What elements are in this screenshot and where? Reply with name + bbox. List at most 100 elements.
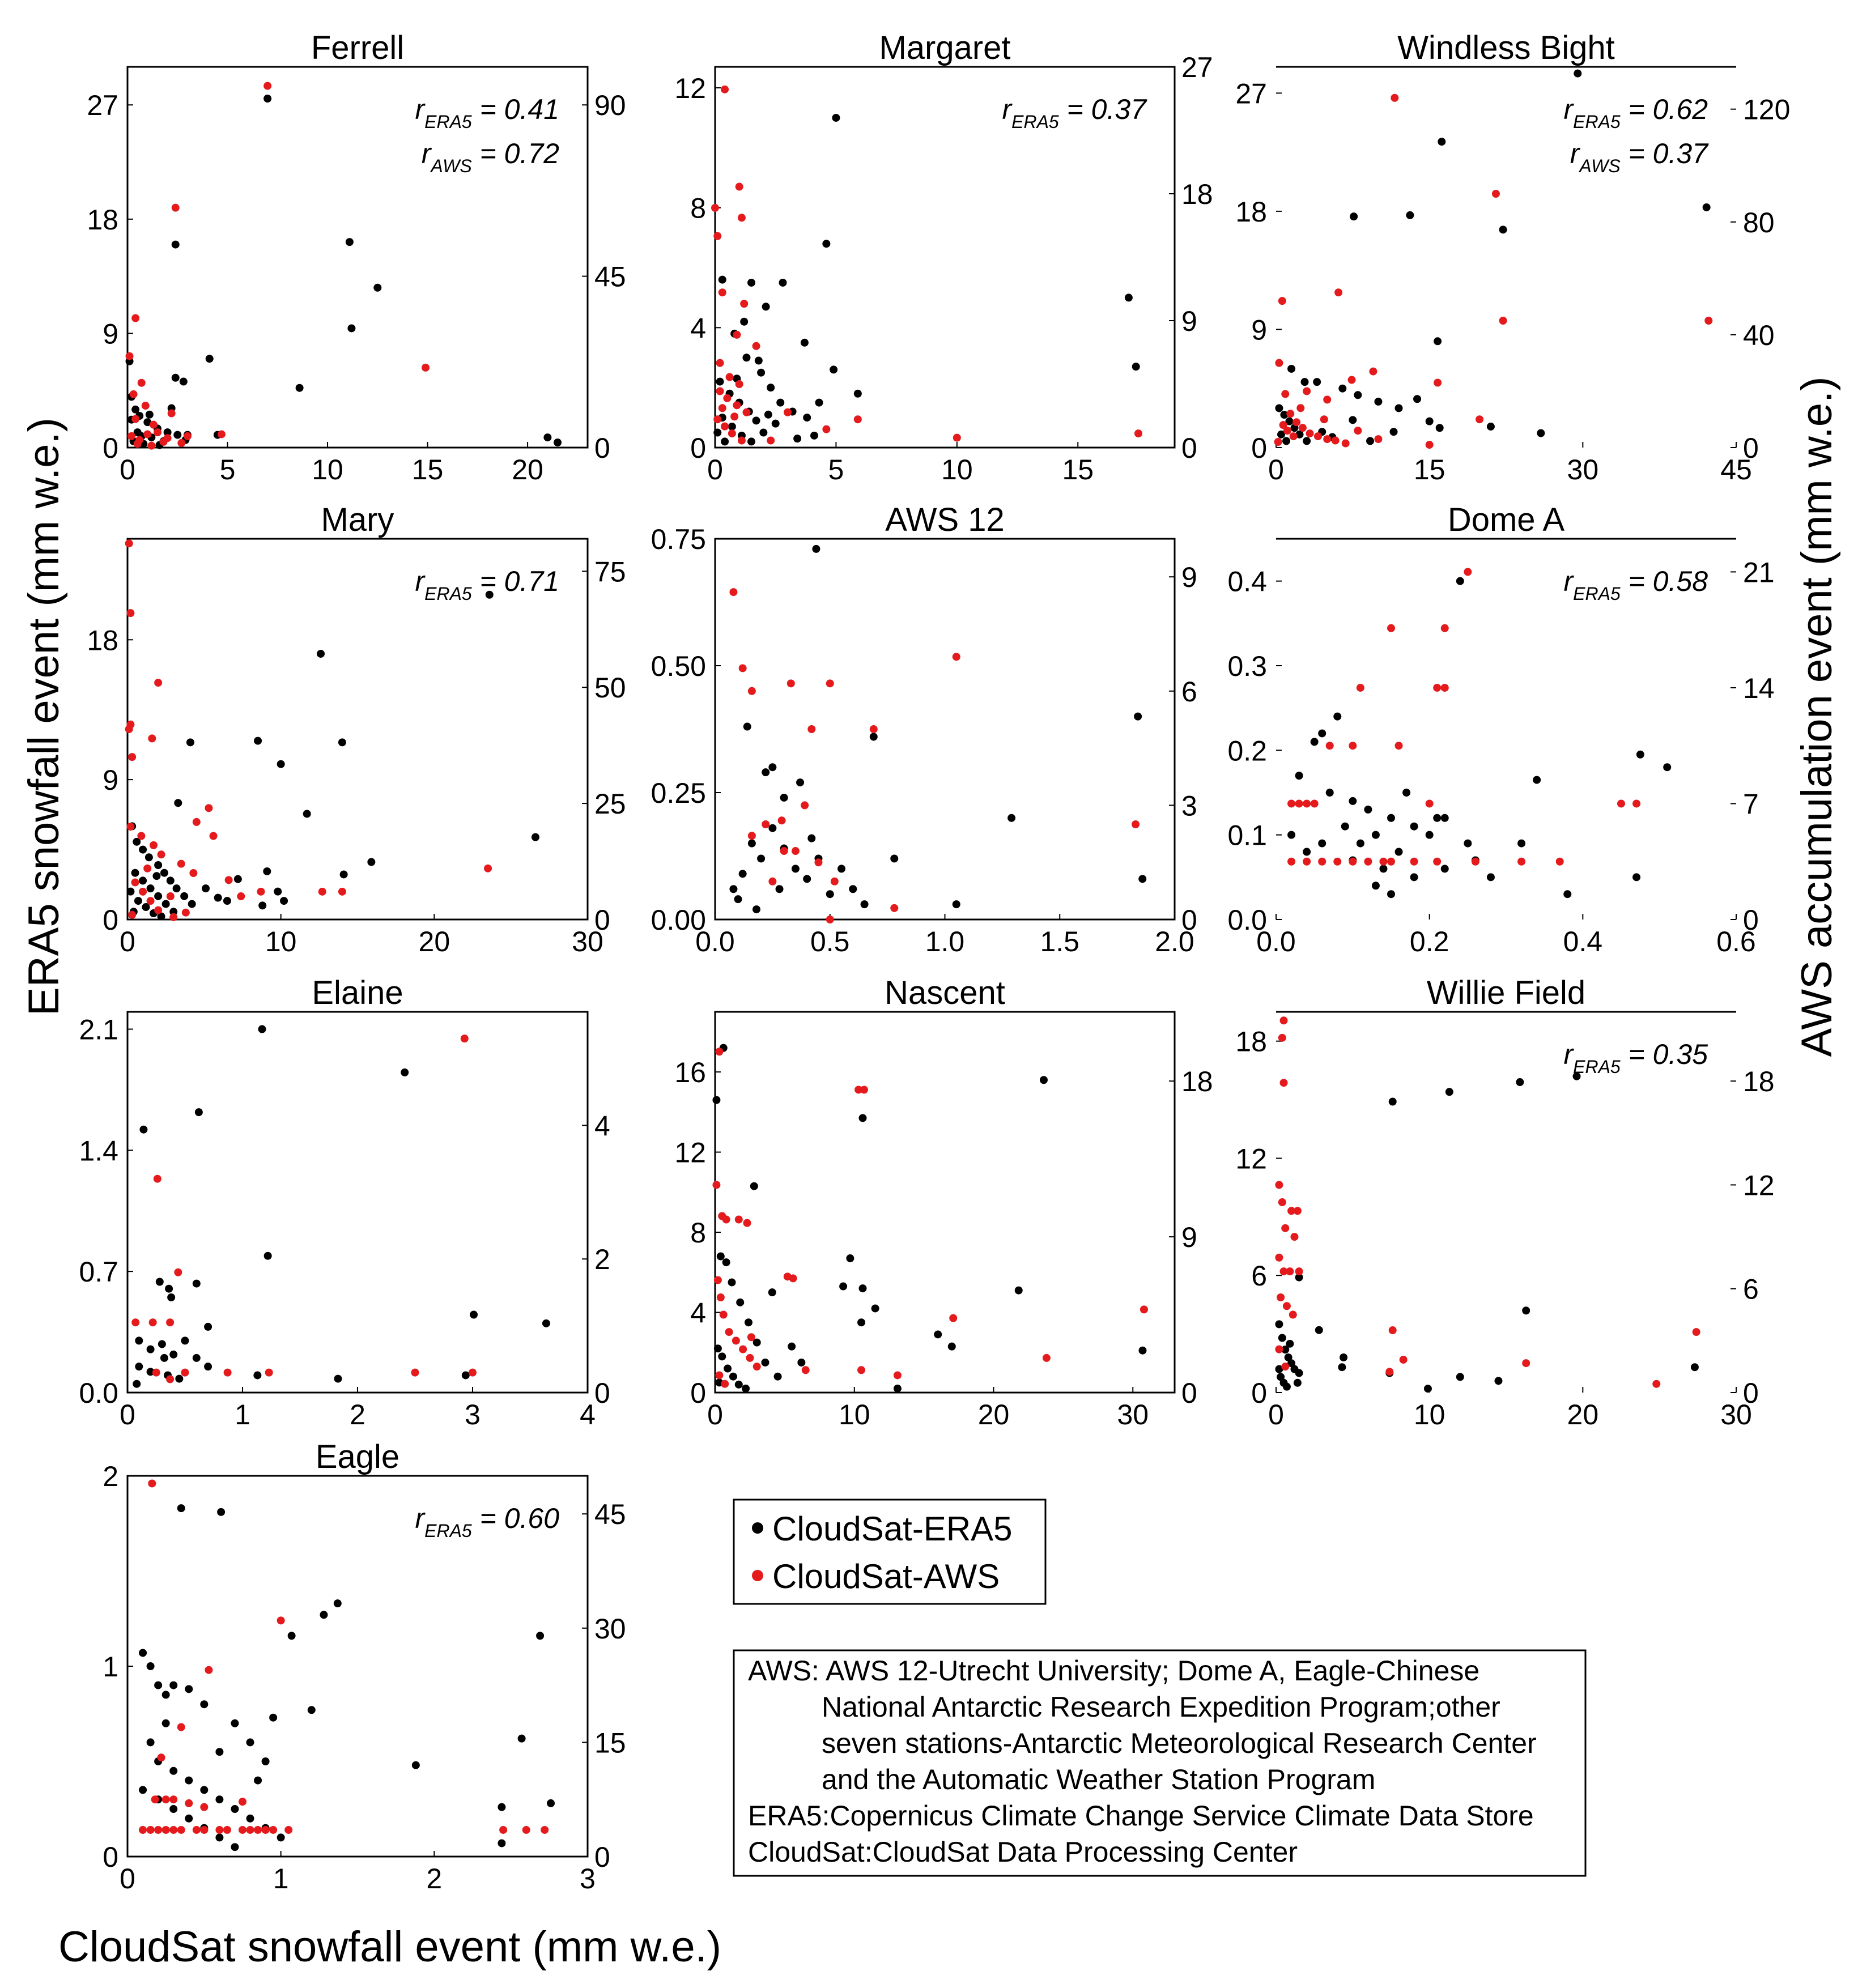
era5-point [947, 1342, 956, 1351]
era5-point [853, 389, 862, 398]
aws-point [857, 1366, 866, 1374]
aws-point [189, 869, 198, 878]
era5-point [204, 1363, 212, 1371]
aws-point [1555, 857, 1564, 866]
era5-point [142, 903, 150, 912]
aws-point [1517, 857, 1526, 866]
y-tick-label: 9 [1251, 314, 1267, 346]
era5-point [934, 1330, 942, 1339]
y2-axis-title: AWS accumulation event (mm w.e.) [1793, 377, 1841, 1057]
aws-point [1425, 799, 1434, 808]
x-tick-label: 0 [707, 1399, 723, 1431]
aws-point [209, 832, 218, 840]
aws-point [1434, 378, 1442, 387]
y-tick-label: 1.4 [79, 1135, 118, 1167]
x-tick-label: 2.0 [1155, 926, 1194, 957]
aws-point [1617, 799, 1625, 808]
era5-point [1364, 805, 1372, 814]
era5-point [757, 854, 766, 863]
era5-point [744, 1318, 752, 1327]
aws-point [1410, 857, 1418, 866]
aws-point [167, 409, 176, 418]
aws-point [729, 588, 738, 597]
y-tick-label: 18 [1235, 196, 1267, 228]
aws-point [126, 609, 135, 618]
y2-tick-label: 40 [1743, 320, 1775, 351]
y-tick-label: 12 [674, 73, 706, 104]
y2-tick-label: 45 [594, 261, 626, 293]
y2-tick-label: 0 [594, 904, 610, 936]
aws-point [1289, 1310, 1297, 1319]
era5-point [173, 431, 182, 439]
panel-title: Dome A [1448, 501, 1565, 538]
aws-point [735, 380, 743, 388]
aws-point [743, 1219, 751, 1227]
y-axis-title: ERA5 snowfall event (mm w.e.) [20, 418, 68, 1016]
aws-point [713, 415, 722, 424]
x-tick-label: 10 [1414, 1399, 1445, 1431]
aws-point [171, 203, 180, 212]
era5-point [263, 867, 271, 875]
era5-point [722, 1258, 730, 1267]
y2-tick-label: 3 [1181, 790, 1197, 821]
era5-point [721, 437, 729, 446]
x-tick-label: 0.4 [1563, 926, 1603, 957]
aws-point [146, 897, 155, 905]
aws-point [725, 373, 734, 381]
era5-point [143, 418, 152, 427]
era5-point [1318, 839, 1326, 848]
y-tick-label: 18 [87, 624, 118, 656]
era5-point [1014, 1286, 1023, 1295]
era5-point [155, 1278, 164, 1286]
era5-point [461, 1371, 470, 1380]
era5-point [160, 869, 168, 877]
aws-point [224, 876, 233, 884]
aws-point [147, 441, 156, 450]
era5-point [890, 854, 899, 863]
aws-point [131, 878, 139, 887]
aws-point [1652, 1380, 1661, 1388]
era5-point [1310, 738, 1319, 746]
era5-point [157, 912, 165, 921]
era5-point [1039, 1076, 1048, 1084]
era5-point [470, 1310, 478, 1319]
era5-point [1440, 814, 1449, 822]
era5-point [154, 861, 163, 869]
aws-point [223, 1368, 232, 1377]
era5-point [554, 439, 562, 447]
aws-point [1341, 439, 1350, 448]
era5-point [169, 1805, 178, 1813]
era5-point [1522, 1306, 1530, 1315]
era5-point [812, 544, 820, 553]
aws-point [1287, 799, 1296, 808]
aws-point [254, 1825, 262, 1834]
aws-point [125, 539, 133, 548]
x-tick-label: 20 [512, 454, 543, 486]
aws-point [1306, 429, 1314, 438]
era5-point [1387, 814, 1395, 822]
era5-point [1350, 212, 1358, 221]
aws-point [1323, 395, 1332, 404]
plot-frame [714, 1011, 1176, 1394]
era5-point [542, 1319, 550, 1327]
aws-point [1388, 1326, 1397, 1335]
y-tick-label: 27 [87, 90, 118, 121]
era5-point [171, 373, 180, 382]
aws-point [1354, 427, 1362, 435]
era5-point [320, 1611, 328, 1619]
aws-point [183, 432, 192, 440]
era5-point [952, 900, 960, 909]
aws-point [1369, 367, 1377, 376]
era5-point [517, 1734, 526, 1743]
x-tick-label: 30 [1117, 1399, 1149, 1431]
y-tick-label: 0 [1251, 432, 1267, 464]
aws-point [161, 1825, 170, 1834]
era5-point [1410, 873, 1418, 882]
era5-point [1282, 1382, 1291, 1391]
x-tick-label: 1.5 [1040, 926, 1079, 957]
era5-point [126, 887, 135, 896]
aws-point [1356, 683, 1364, 692]
aws-point [733, 330, 741, 339]
aws-point [1464, 568, 1472, 576]
